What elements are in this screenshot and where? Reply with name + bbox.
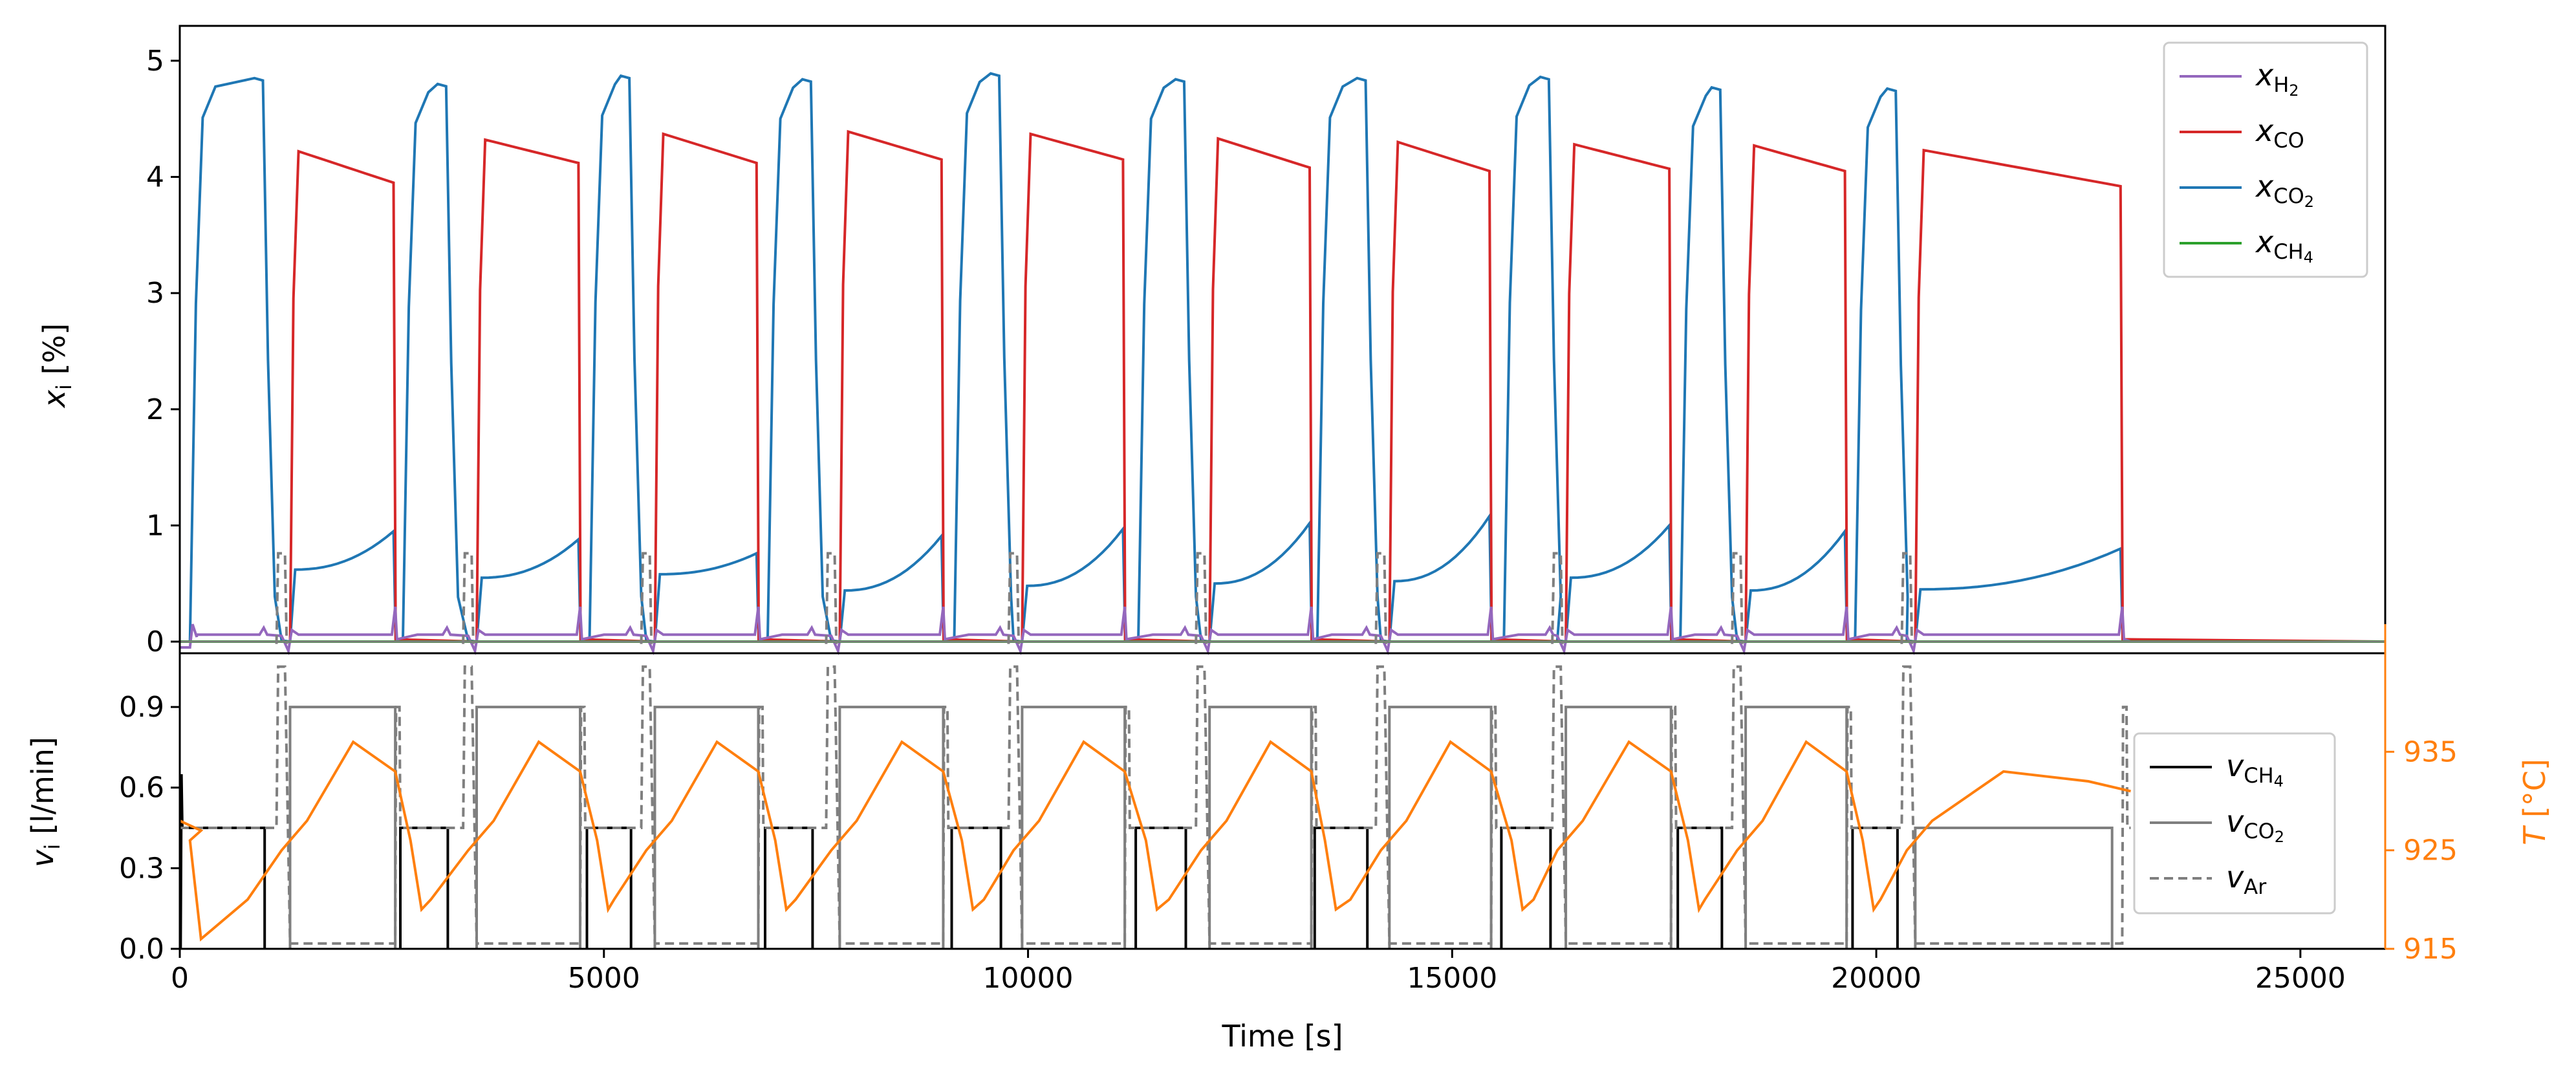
y-tick-label: 5 bbox=[146, 45, 164, 78]
bottom-y-ticks: 0.0 0.3 0.6 0.9 bbox=[119, 691, 180, 966]
y-tick-label: 0.0 bbox=[119, 933, 164, 966]
bottom-series-group bbox=[179, 665, 2131, 949]
y-tick-label: 1 bbox=[146, 509, 164, 542]
y2-tick-label: 935 bbox=[2403, 735, 2458, 768]
x-tick-label: 20000 bbox=[1831, 962, 1921, 995]
x-tick-label: 15000 bbox=[1407, 962, 1497, 995]
legend-label: xCO2 bbox=[2255, 169, 2314, 211]
temperature-line bbox=[179, 740, 2131, 942]
top-series-group bbox=[180, 72, 2386, 656]
x-axis-label: Time [s] bbox=[1221, 1019, 1343, 1054]
y-tick-label: 0.6 bbox=[119, 772, 164, 805]
top-panel: 0 1 2 3 4 5 xi [%] xH2 xCO xCO2 xCH4 bbox=[37, 25, 2387, 658]
bottom-panel: 0.0 0.3 0.6 0.9 915 925 935 0 5000 10000 15000 20… bbox=[25, 624, 2552, 1054]
y-tick-label: 0.3 bbox=[119, 852, 164, 885]
legend-label: xCO bbox=[2255, 113, 2304, 153]
v-ch4-pulse bbox=[399, 827, 449, 949]
legend-label: vCH4 bbox=[2226, 748, 2284, 790]
ar-spike-line bbox=[275, 552, 288, 644]
y-tick-label: 2 bbox=[146, 393, 164, 426]
ar-spike-line bbox=[1374, 552, 1387, 644]
top-legend: xH2 xCO xCO2 xCH4 bbox=[2163, 41, 2368, 278]
v-ch4-pulse bbox=[1134, 827, 1187, 949]
ar-spike-line bbox=[1551, 552, 1564, 644]
ar-spike-line bbox=[640, 552, 653, 644]
y-tick-label: 3 bbox=[146, 277, 164, 310]
bottom-y2-ticks: 915 925 935 bbox=[2384, 624, 2458, 966]
y-tick-label: 0.9 bbox=[119, 691, 164, 724]
v-ch4-pulse bbox=[1676, 827, 1724, 949]
y-tick-label: 4 bbox=[146, 161, 164, 194]
ar-spike-line bbox=[1900, 552, 1914, 644]
ar-spike-line bbox=[462, 552, 475, 644]
legend-label: xCH4 bbox=[2255, 224, 2313, 266]
v-co2-pulse bbox=[653, 706, 760, 949]
top-y-ticks: 0 1 2 3 4 5 bbox=[146, 45, 180, 658]
ar-spike-line bbox=[1195, 552, 1207, 644]
v-co2-pulse bbox=[475, 706, 581, 949]
right-y-axis-label: T [°C] bbox=[2517, 759, 2552, 845]
v-ch4-pulse bbox=[1313, 827, 1369, 949]
bottom-legend: vCH4 vCO2 vAr bbox=[2133, 732, 2336, 915]
y-tick-label: 0 bbox=[146, 625, 164, 658]
bottom-y-axis-label: vi [l/min] bbox=[25, 737, 65, 867]
legend-label: vAr bbox=[2226, 860, 2267, 899]
x-tick-label: 10000 bbox=[983, 962, 1074, 995]
top-legend-frame bbox=[2163, 41, 2368, 278]
x-tick-label: 0 bbox=[171, 962, 189, 995]
legend-label: vCO2 bbox=[2226, 804, 2284, 846]
ar-spike-line bbox=[825, 552, 838, 644]
y2-tick-label: 915 bbox=[2403, 933, 2458, 966]
ar-spike-line bbox=[1007, 552, 1021, 644]
bottom-legend-frame bbox=[2133, 732, 2336, 915]
legend-label: xH2 bbox=[2255, 58, 2299, 100]
top-y-axis-label: xi [%] bbox=[37, 323, 76, 409]
v-co2-pulse bbox=[1744, 706, 1848, 949]
v-ar-line bbox=[180, 665, 2131, 945]
y2-tick-label: 925 bbox=[2403, 834, 2458, 867]
x-ticks: 0 5000 10000 15000 20000 25000 bbox=[171, 949, 2346, 995]
ar-spike-line bbox=[1731, 552, 1744, 644]
x-tick-label: 25000 bbox=[2255, 962, 2346, 995]
x-tick-label: 5000 bbox=[568, 962, 640, 995]
series-h2-line bbox=[180, 606, 2385, 656]
v-co2-pulse bbox=[838, 706, 945, 949]
